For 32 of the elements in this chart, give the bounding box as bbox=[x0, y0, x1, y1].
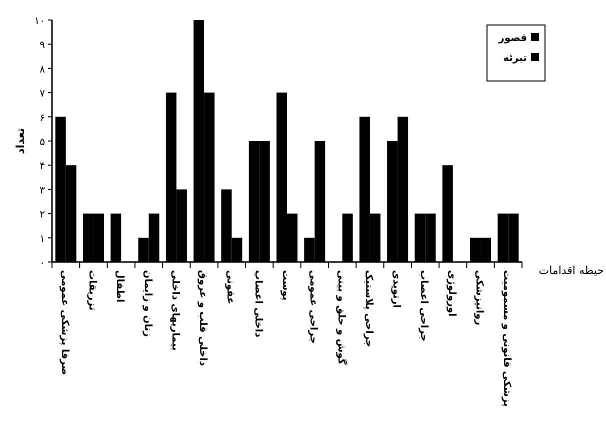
x-tick-label: صرفا پزشکی عمومی bbox=[58, 270, 70, 376]
legend-label: تبرئه bbox=[503, 53, 528, 64]
x-tick-label: جراحی عمومی bbox=[308, 270, 319, 344]
legend-label: قصور bbox=[498, 33, 527, 44]
y-tick-label: ۳ bbox=[40, 185, 46, 196]
x-tick-label: اورولوژی bbox=[446, 270, 457, 317]
y-tick-label: ۴ bbox=[40, 161, 45, 172]
x-tick-label: جراحی پلاستیک bbox=[362, 270, 374, 348]
x-tick-label: گوش و حلق و بینی bbox=[335, 270, 348, 365]
y-tick-label: ۲ bbox=[40, 210, 45, 221]
x-tick-label: روانپزشکی bbox=[474, 270, 485, 326]
x-tick-label: زنان و زایمان bbox=[142, 270, 153, 338]
y-tick-label: ۱ bbox=[40, 234, 45, 245]
x-tick-label: داخلی اعصاب bbox=[252, 270, 264, 338]
y-axis-title: تعداد bbox=[14, 128, 27, 154]
x-axis-title: حیطه اقدامات bbox=[538, 264, 604, 277]
x-tick-label: ارتوپدی bbox=[390, 270, 402, 308]
x-tick-label: داخلی قلب و عروق bbox=[197, 270, 208, 366]
y-tick-label: ۸ bbox=[40, 64, 46, 76]
y-tick-label: ۱۰ bbox=[34, 16, 45, 27]
x-tick-label: عفونی bbox=[224, 270, 236, 304]
y-tick-label: ۷ bbox=[40, 88, 46, 100]
x-tick-label: تزریقات bbox=[86, 270, 98, 311]
y-tick-label: ۵ bbox=[40, 137, 45, 148]
x-tick-label: پوست bbox=[280, 270, 291, 301]
x-tick-label: جراحی اعصاب bbox=[418, 270, 430, 342]
x-tick-label: بیماریهای داخلی bbox=[169, 270, 180, 351]
x-tick-label: پزشکی قانونی و مسمومیت bbox=[501, 270, 512, 408]
x-tick-label: اطفال bbox=[114, 270, 126, 302]
y-tick-label: ۹ bbox=[40, 40, 45, 52]
y-tick-label: ۶ bbox=[40, 112, 45, 124]
y-tick-label: ۰ bbox=[40, 258, 45, 269]
